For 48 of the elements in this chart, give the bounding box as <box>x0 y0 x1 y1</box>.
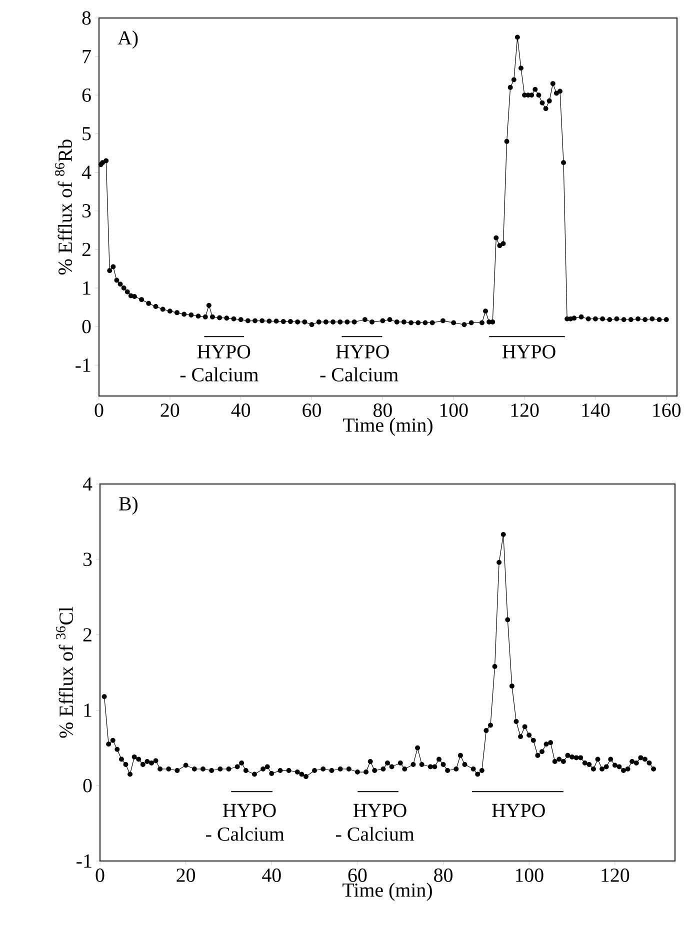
x-tick-label: 100 <box>440 404 468 417</box>
annotation: HYPO <box>502 345 556 358</box>
y-tick-label: 7 <box>83 50 92 64</box>
annotation: - Calcium <box>320 367 399 382</box>
y-axis-title: % Efflux of $^{36}$Cl <box>56 606 74 738</box>
annotation: B) <box>119 496 138 515</box>
y-tick-label: 1 <box>84 704 92 717</box>
y-axis-title: % Efflux of $^{86}$Rb <box>55 140 72 275</box>
x-axis-title: Time (min) <box>343 418 433 436</box>
y-tick-label: -1 <box>76 854 92 868</box>
x-tick-label: 40 <box>262 868 282 882</box>
x-tick-label: 40 <box>231 404 250 417</box>
y-tick-label: 1 <box>83 281 90 295</box>
x-tick-label: 160 <box>653 404 681 417</box>
annotation: - Calcium <box>336 826 414 841</box>
annotation: HYPO <box>336 345 390 358</box>
annotation: - Calcium <box>180 367 259 382</box>
annotation: HYPO <box>197 345 250 358</box>
x-tick-label: 60 <box>302 404 322 417</box>
x-tick-label: 20 <box>176 868 196 882</box>
annotation: HYPO <box>492 804 546 818</box>
x-tick-label: 0 <box>94 404 104 417</box>
annotation: HYPO <box>223 804 276 818</box>
y-tick-label: 0 <box>82 320 91 334</box>
annotation: A) <box>118 30 138 49</box>
x-tick-label: 140 <box>582 404 610 417</box>
x-tick-label: 80 <box>374 404 392 417</box>
x-tick-label: 100 <box>516 868 544 882</box>
y-tick-label: -1 <box>76 358 90 372</box>
annotation: HYPO <box>354 804 406 818</box>
y-tick-label: 6 <box>82 88 92 102</box>
y-tick-label: 3 <box>82 204 91 218</box>
y-tick-label: 8 <box>82 11 91 25</box>
x-tick-label: 0 <box>96 868 104 882</box>
x-tick-label: 120 <box>602 868 630 882</box>
x-tick-label: 60 <box>348 868 367 882</box>
y-tick-label: 4 <box>82 166 92 179</box>
annotation: - Calcium <box>206 826 284 841</box>
y-tick-label: 2 <box>82 242 91 256</box>
y-tick-label: 0 <box>83 778 92 792</box>
y-tick-label: 5 <box>82 127 91 140</box>
x-tick-label: 80 <box>434 868 453 882</box>
y-tick-label: 3 <box>84 552 92 566</box>
x-tick-label: 120 <box>512 404 539 417</box>
x-axis-title: Time (min) <box>342 882 432 901</box>
x-tick-label: 20 <box>161 404 180 417</box>
y-tick-label: 2 <box>84 628 92 642</box>
y-tick-label: 4 <box>83 477 92 491</box>
